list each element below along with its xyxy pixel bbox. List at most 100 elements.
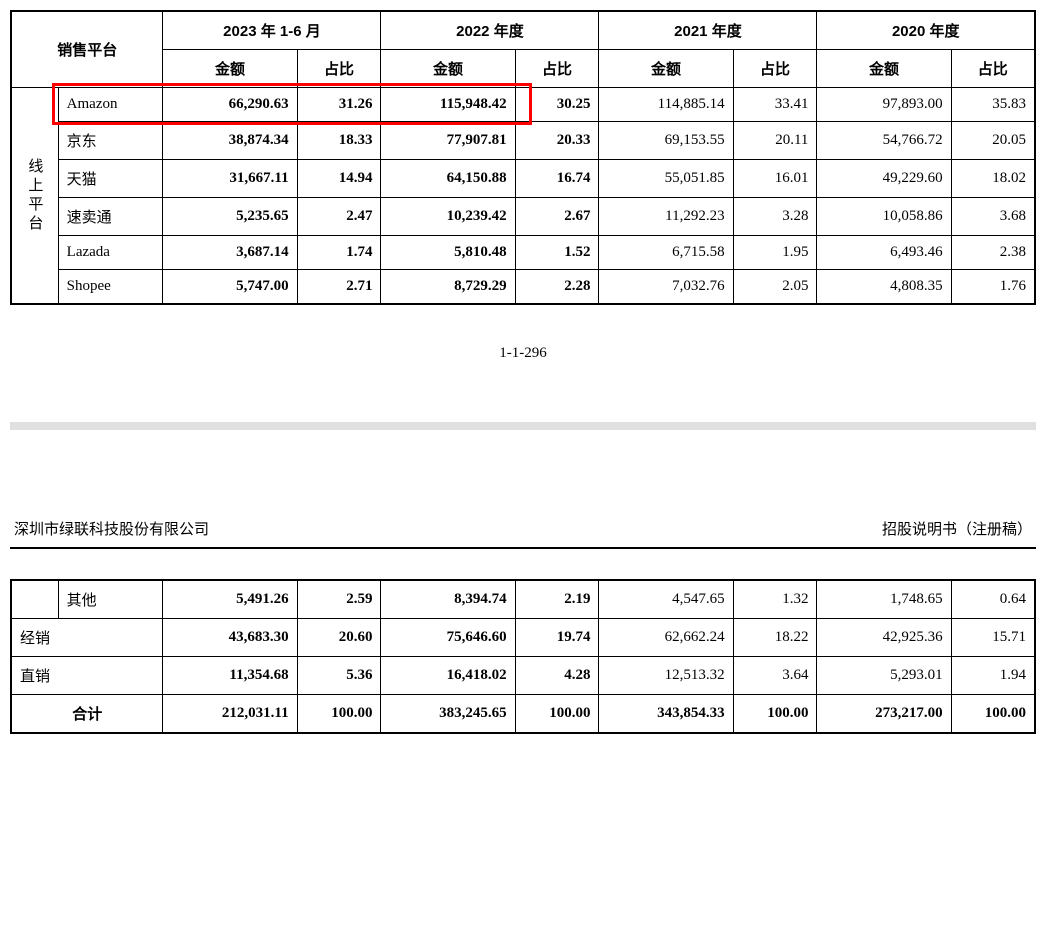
data-cell: 1.95 <box>733 236 817 270</box>
data-cell: 273,217.00 <box>817 695 951 734</box>
data-cell: 5.36 <box>297 657 381 695</box>
data-cell: 100.00 <box>515 695 599 734</box>
data-cell: 42,925.36 <box>817 619 951 657</box>
data-cell: 75,646.60 <box>381 619 515 657</box>
data-cell: 100.00 <box>951 695 1035 734</box>
data-cell: 3,687.14 <box>163 236 297 270</box>
data-cell: 5,491.26 <box>163 580 297 619</box>
data-cell: 38,874.34 <box>163 122 297 160</box>
data-cell: 5,235.65 <box>163 198 297 236</box>
platform-name: Lazada <box>58 236 163 270</box>
period-header-0: 2023 年 1-6 月 <box>163 11 381 50</box>
col-amount-0: 金额 <box>163 50 297 88</box>
platform-name: Amazon <box>58 88 163 122</box>
data-cell: 7,032.76 <box>599 270 733 305</box>
data-cell: 1.32 <box>733 580 817 619</box>
data-cell: 2.38 <box>951 236 1035 270</box>
data-cell: 2.59 <box>297 580 381 619</box>
data-cell: 11,354.68 <box>163 657 297 695</box>
data-cell: 2.05 <box>733 270 817 305</box>
data-cell: 62,662.24 <box>599 619 733 657</box>
data-cell: 1.76 <box>951 270 1035 305</box>
data-cell: 8,729.29 <box>381 270 515 305</box>
data-cell: 20.11 <box>733 122 817 160</box>
data-cell: 18.02 <box>951 160 1035 198</box>
data-cell: 343,854.33 <box>599 695 733 734</box>
data-cell: 100.00 <box>297 695 381 734</box>
data-cell: 6,715.58 <box>599 236 733 270</box>
data-cell: 43,683.30 <box>163 619 297 657</box>
data-cell: 2.19 <box>515 580 599 619</box>
sales-platform-table-wrapper: 销售平台 2023 年 1-6 月 2022 年度 2021 年度 2020 年… <box>10 10 1036 305</box>
table1-header: 销售平台 2023 年 1-6 月 2022 年度 2021 年度 2020 年… <box>11 11 1035 88</box>
data-cell: 1.94 <box>951 657 1035 695</box>
col-amount-2: 金额 <box>599 50 733 88</box>
data-cell: 14.94 <box>297 160 381 198</box>
table-row: 合计212,031.11100.00383,245.65100.00343,85… <box>11 695 1035 734</box>
data-cell: 20.60 <box>297 619 381 657</box>
data-cell: 97,893.00 <box>817 88 951 122</box>
data-cell: 20.33 <box>515 122 599 160</box>
sales-platform-table: 销售平台 2023 年 1-6 月 2022 年度 2021 年度 2020 年… <box>10 10 1036 305</box>
data-cell: 54,766.72 <box>817 122 951 160</box>
platform-name: 速卖通 <box>58 198 163 236</box>
empty-cell <box>11 580 58 619</box>
data-cell: 30.25 <box>515 88 599 122</box>
data-cell: 0.64 <box>951 580 1035 619</box>
data-cell: 212,031.11 <box>163 695 297 734</box>
data-cell: 2.47 <box>297 198 381 236</box>
data-cell: 4.28 <box>515 657 599 695</box>
col-pct-3: 占比 <box>951 50 1035 88</box>
data-cell: 5,810.48 <box>381 236 515 270</box>
data-cell: 33.41 <box>733 88 817 122</box>
table-row: 线上平台Amazon66,290.6331.26115,948.4230.251… <box>11 88 1035 122</box>
data-cell: 3.28 <box>733 198 817 236</box>
row-label: 经销 <box>11 619 163 657</box>
data-cell: 3.64 <box>733 657 817 695</box>
platform-name: Shopee <box>58 270 163 305</box>
corner-header: 销售平台 <box>11 11 163 88</box>
data-cell: 55,051.85 <box>599 160 733 198</box>
col-amount-3: 金额 <box>817 50 951 88</box>
data-cell: 1.52 <box>515 236 599 270</box>
data-cell: 3.68 <box>951 198 1035 236</box>
table2-body: 其他5,491.262.598,394.742.194,547.651.321,… <box>11 580 1035 733</box>
category-label: 线上平台 <box>11 88 58 305</box>
data-cell: 31.26 <box>297 88 381 122</box>
data-cell: 18.33 <box>297 122 381 160</box>
table-row: 其他5,491.262.598,394.742.194,547.651.321,… <box>11 580 1035 619</box>
col-pct-2: 占比 <box>733 50 817 88</box>
data-cell: 114,885.14 <box>599 88 733 122</box>
summary-table: 其他5,491.262.598,394.742.194,547.651.321,… <box>10 579 1036 734</box>
data-cell: 100.00 <box>733 695 817 734</box>
table-row: 京东38,874.3418.3377,907.8120.3369,153.552… <box>11 122 1035 160</box>
data-cell: 115,948.42 <box>381 88 515 122</box>
data-cell: 77,907.81 <box>381 122 515 160</box>
document-type: 招股说明书（注册稿） <box>882 518 1032 539</box>
data-cell: 383,245.65 <box>381 695 515 734</box>
data-cell: 20.05 <box>951 122 1035 160</box>
data-cell: 2.28 <box>515 270 599 305</box>
data-cell: 6,493.46 <box>817 236 951 270</box>
data-cell: 15.71 <box>951 619 1035 657</box>
row-label: 直销 <box>11 657 163 695</box>
data-cell: 16.01 <box>733 160 817 198</box>
table-row: 直销11,354.685.3616,418.024.2812,513.323.6… <box>11 657 1035 695</box>
data-cell: 4,808.35 <box>817 270 951 305</box>
data-cell: 31,667.11 <box>163 160 297 198</box>
row-label: 其他 <box>58 580 163 619</box>
platform-name: 天猫 <box>58 160 163 198</box>
data-cell: 2.71 <box>297 270 381 305</box>
data-cell: 1.74 <box>297 236 381 270</box>
data-cell: 2.67 <box>515 198 599 236</box>
table1-body: 线上平台Amazon66,290.6331.26115,948.4230.251… <box>11 88 1035 305</box>
col-pct-0: 占比 <box>297 50 381 88</box>
company-name: 深圳市绿联科技股份有限公司 <box>14 518 209 539</box>
data-cell: 69,153.55 <box>599 122 733 160</box>
page-divider-bar <box>10 422 1036 430</box>
data-cell: 19.74 <box>515 619 599 657</box>
table-row: Shopee5,747.002.718,729.292.287,032.762.… <box>11 270 1035 305</box>
data-cell: 49,229.60 <box>817 160 951 198</box>
period-header-3: 2020 年度 <box>817 11 1035 50</box>
document-header-line: 深圳市绿联科技股份有限公司 招股说明书（注册稿） <box>10 510 1036 549</box>
